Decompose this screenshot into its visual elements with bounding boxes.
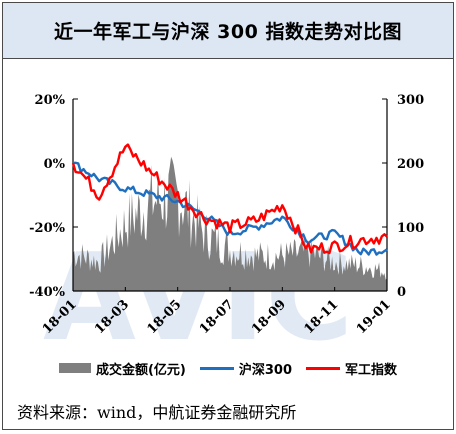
title-bar: 近一年军工与沪深 300 指数走势对比图 bbox=[3, 3, 453, 59]
left-tick-label: -20% bbox=[29, 221, 65, 236]
volume-area bbox=[73, 156, 387, 291]
volume-area-layer bbox=[73, 156, 387, 291]
x-tick-label: 19-01 bbox=[354, 297, 394, 337]
right-tick-label: 0 bbox=[397, 285, 406, 300]
left-tick-label: 0% bbox=[44, 157, 66, 172]
source-note: 资料来源：wind，中航证券金融研究所 bbox=[17, 403, 297, 422]
left-tick-label: 20% bbox=[35, 93, 66, 108]
lines-layer bbox=[71, 143, 388, 256]
legend-item-hs300: 沪深300 bbox=[199, 359, 292, 378]
legend-label-military: 军工指数 bbox=[345, 362, 398, 378]
right-tick-label: 200 bbox=[397, 157, 424, 172]
hs300-swatch bbox=[199, 366, 234, 370]
right-tick-label: 300 bbox=[397, 93, 424, 108]
left-tick-label: -40% bbox=[29, 285, 65, 300]
legend: 成交金额(亿元) 沪深300 军工指数 bbox=[3, 355, 453, 381]
legend-item-volume: 成交金额(亿元) bbox=[58, 359, 186, 378]
legend-item-military: 军工指数 bbox=[306, 359, 397, 378]
military-swatch bbox=[306, 366, 340, 370]
chart-title: 近一年军工与沪深 300 指数走势对比图 bbox=[54, 21, 402, 43]
military-index-line bbox=[71, 143, 388, 255]
legend-label-hs300: 沪深300 bbox=[238, 362, 292, 378]
axes-layer bbox=[72, 98, 388, 292]
right-tick-label: 100 bbox=[397, 221, 424, 236]
volume-swatch bbox=[58, 363, 91, 373]
chart-frame: 近一年军工与沪深 300 指数走势对比图 AVIC 20% 0% -20% -40% 3… bbox=[2, 2, 454, 430]
legend-label-volume: 成交金额(亿元) bbox=[95, 362, 186, 378]
